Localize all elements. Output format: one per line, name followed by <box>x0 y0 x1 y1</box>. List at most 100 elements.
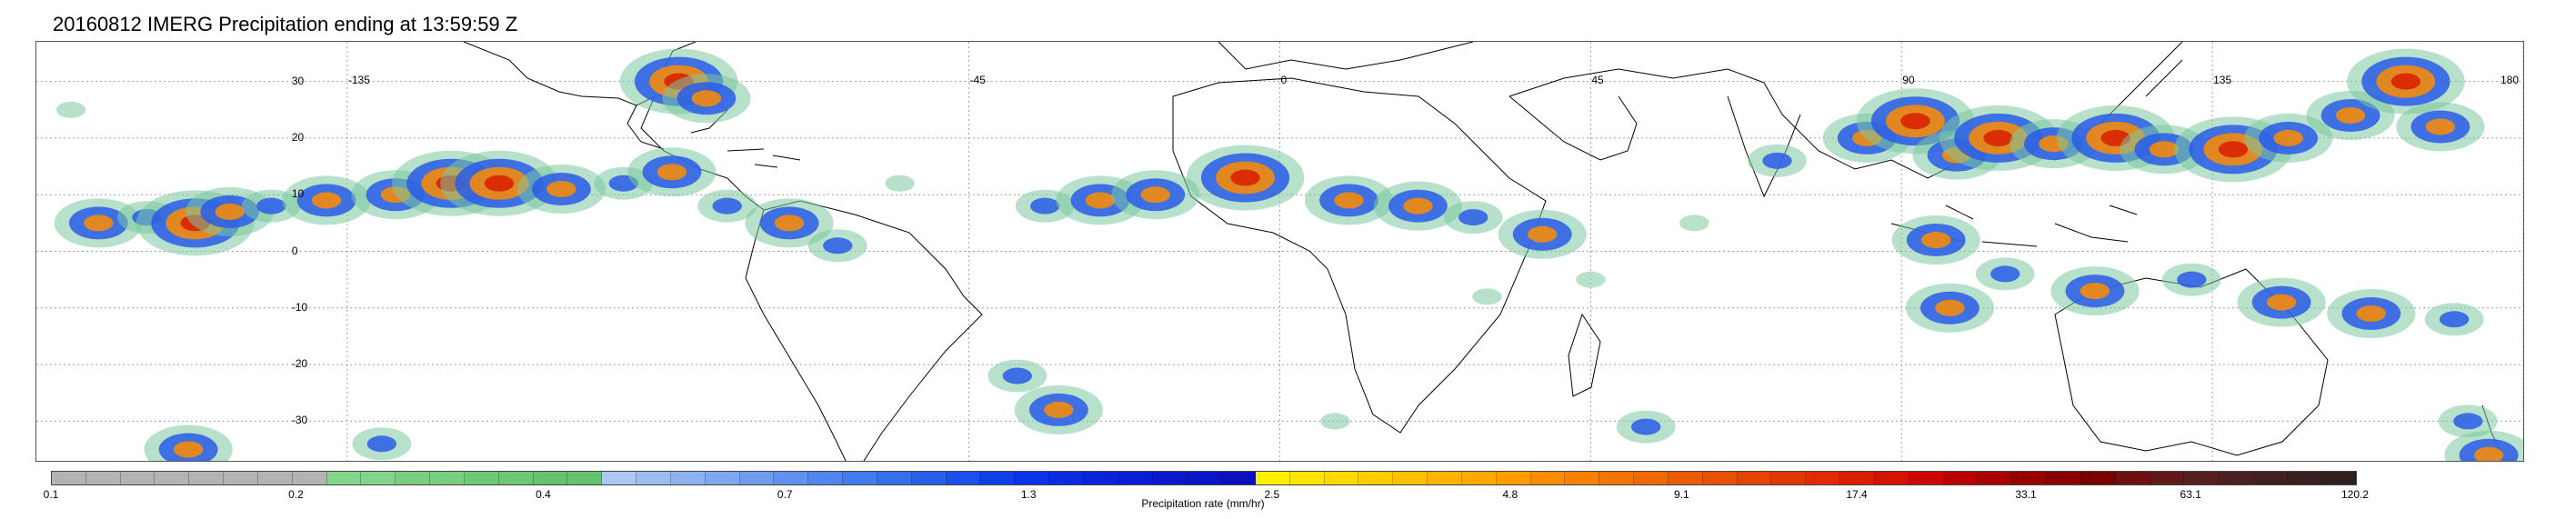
precip-cell <box>1762 152 1792 169</box>
precip-cell <box>1140 186 1170 204</box>
precip-cell <box>1527 225 1558 243</box>
precip-cell <box>2273 129 2303 146</box>
colorbar-segment <box>1118 472 1153 484</box>
latitude-label: 20 <box>291 130 305 144</box>
colorbar-segment <box>636 472 671 484</box>
longitude-label: 180 <box>2501 74 2520 86</box>
precip-cell <box>1921 232 1951 249</box>
colorbar-segment <box>1702 472 1738 484</box>
precip-cell <box>84 215 114 232</box>
precip-cell <box>173 441 204 458</box>
precip-cell <box>1576 271 1606 288</box>
madagascar-coast <box>1568 313 1601 397</box>
colorbar-segment <box>567 472 603 484</box>
colorbar-segment <box>2012 472 2048 484</box>
colorbar-segment <box>1943 472 1979 484</box>
precip-cell <box>1334 192 1364 209</box>
colorbar-segment <box>430 472 465 484</box>
colorbar-tick-label: 120.2 <box>2340 488 2370 501</box>
colorbar-segment <box>1358 472 1394 484</box>
longitude-label: -45 <box>969 74 986 86</box>
precip-cell <box>2149 141 2180 158</box>
precip-cell <box>2425 118 2456 135</box>
longitude-label: 0 <box>1280 74 1288 86</box>
precip-cell <box>1403 197 1433 215</box>
colorbar-segment <box>602 472 637 484</box>
colorbar-segment <box>326 472 362 484</box>
precip-cell <box>366 435 397 453</box>
precip-cell <box>2356 305 2387 323</box>
colorbar-segment <box>1565 472 1600 484</box>
colorbar-tick-label: 1.3 <box>1020 488 1037 501</box>
colorbar-segment <box>946 472 981 484</box>
colorbar-segment <box>705 472 740 484</box>
latitude-label: 10 <box>291 187 305 201</box>
colorbar-segment <box>911 472 947 484</box>
precip-cell <box>1002 367 1033 384</box>
colorbar-segment <box>1806 472 1841 484</box>
precip-cell <box>1044 401 1074 418</box>
colorbar-segment <box>1978 472 2013 484</box>
latitude-label: -20 <box>291 357 308 371</box>
graticule <box>36 42 2523 461</box>
precip-cell <box>1230 169 1260 186</box>
colorbar-segment <box>120 472 155 484</box>
latitude-label: -30 <box>291 414 308 427</box>
precip-cell <box>215 203 245 220</box>
colorbar-segment <box>1049 472 1084 484</box>
colorbar-segment <box>1599 472 1635 484</box>
precip-cell <box>1983 129 2013 146</box>
colorbar-segment <box>1737 472 1772 484</box>
colorbar-tick-label: 4.8 <box>1502 488 1519 501</box>
precip-cell <box>2218 141 2249 158</box>
precip-cell <box>657 164 687 181</box>
longitude-label: 45 <box>1591 74 1604 86</box>
colorbar-segment <box>292 472 327 484</box>
colorbar-segment <box>1874 472 1909 484</box>
colorbar-segment <box>224 472 258 484</box>
colorbar-segment <box>1634 472 1669 484</box>
caribbean-islands <box>727 148 801 168</box>
precip-cell <box>2335 106 2366 124</box>
latitude-label: -10 <box>291 300 308 314</box>
colorbar-segment <box>2321 472 2357 484</box>
longitude-label: -135 <box>347 74 370 86</box>
colorbar-tick-label: 0.1 <box>43 488 59 501</box>
map-title: 20160812 IMERG Precipitation ending at 1… <box>53 13 518 35</box>
colorbar-tick-label: 0.2 <box>288 488 304 501</box>
colorbar-segment <box>843 472 877 484</box>
precip-cell <box>55 101 86 118</box>
precip-cell <box>1679 215 1709 232</box>
colorbar-segment <box>2253 472 2288 484</box>
colorbar-segment <box>1015 472 1050 484</box>
precip-cell <box>1320 413 1350 430</box>
colorbar-segment <box>2047 472 2081 484</box>
colorbar-segment <box>739 472 775 484</box>
precip-cell <box>1458 209 1488 226</box>
precip-cell <box>1472 288 1502 305</box>
colorbar-segment <box>2184 472 2220 484</box>
colorbar-segment <box>670 472 706 484</box>
colorbar-segment <box>1909 472 1944 484</box>
colorbar-segment <box>1255 472 1290 484</box>
colorbar-segment <box>2219 472 2253 484</box>
latitude-label: 0 <box>291 244 298 257</box>
colorbar-segment <box>257 472 293 484</box>
arabia-coast <box>1509 95 1638 161</box>
colorbar-segment <box>980 472 1016 484</box>
precip-cell <box>1085 192 1116 209</box>
colorbar-segment <box>396 472 431 484</box>
colorbar-segment <box>533 472 568 484</box>
colorbar-segment <box>1221 472 1256 484</box>
japan-coast <box>2145 59 2183 97</box>
colorbar-tick-label: 2.5 <box>1264 488 1280 501</box>
colorbar-segment <box>85 472 121 484</box>
colorbar-tick-label: 63.1 <box>2180 488 2201 501</box>
colorbar-segment <box>1083 472 1118 484</box>
colorbar-segment <box>1771 472 1807 484</box>
colorbar-segment <box>52 472 86 484</box>
colorbar-tick-label: 0.4 <box>536 488 551 501</box>
colorbar-label: Precipitation rate (mm/hr) <box>1141 497 1265 510</box>
colorbar-segment <box>2115 472 2150 484</box>
colorbar-segment <box>2080 472 2116 484</box>
